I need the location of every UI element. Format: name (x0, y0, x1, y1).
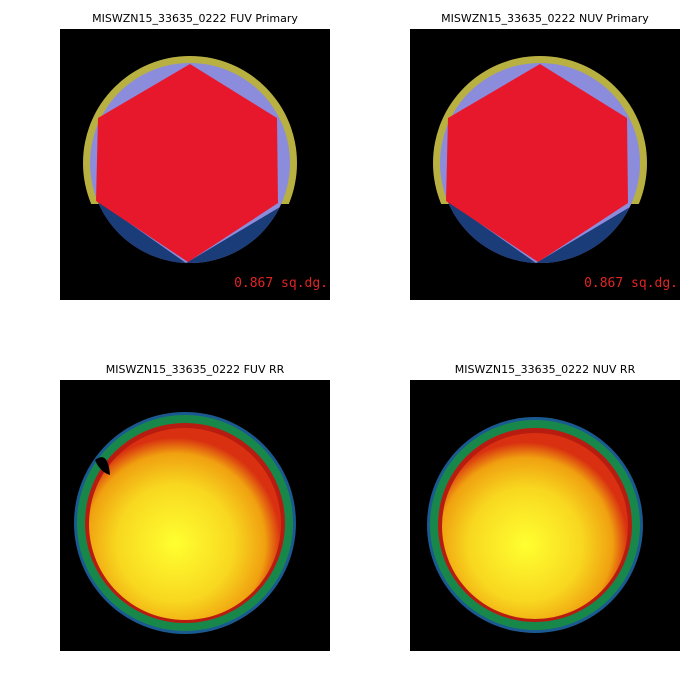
panel (60, 380, 330, 651)
panel (410, 380, 680, 651)
notch (95, 457, 110, 475)
panel-title: MISWZN15_33635_0222 NUV Primary (441, 12, 649, 25)
panel-title: MISWZN15_33635_0222 FUV Primary (92, 12, 298, 25)
hexagon (446, 64, 628, 262)
panel-title: MISWZN15_33635_0222 FUV RR (106, 363, 285, 376)
panel-title: MISWZN15_33635_0222 NUV RR (455, 363, 636, 376)
hexagon (96, 64, 278, 262)
response-disk (89, 428, 281, 620)
response-disk (442, 433, 628, 619)
area-label: 0.867 sq.dg. (234, 276, 328, 291)
panel: 0.867 sq.dg. (410, 29, 680, 300)
panel: 0.867 sq.dg. (60, 29, 330, 300)
area-label: 0.867 sq.dg. (584, 276, 678, 291)
